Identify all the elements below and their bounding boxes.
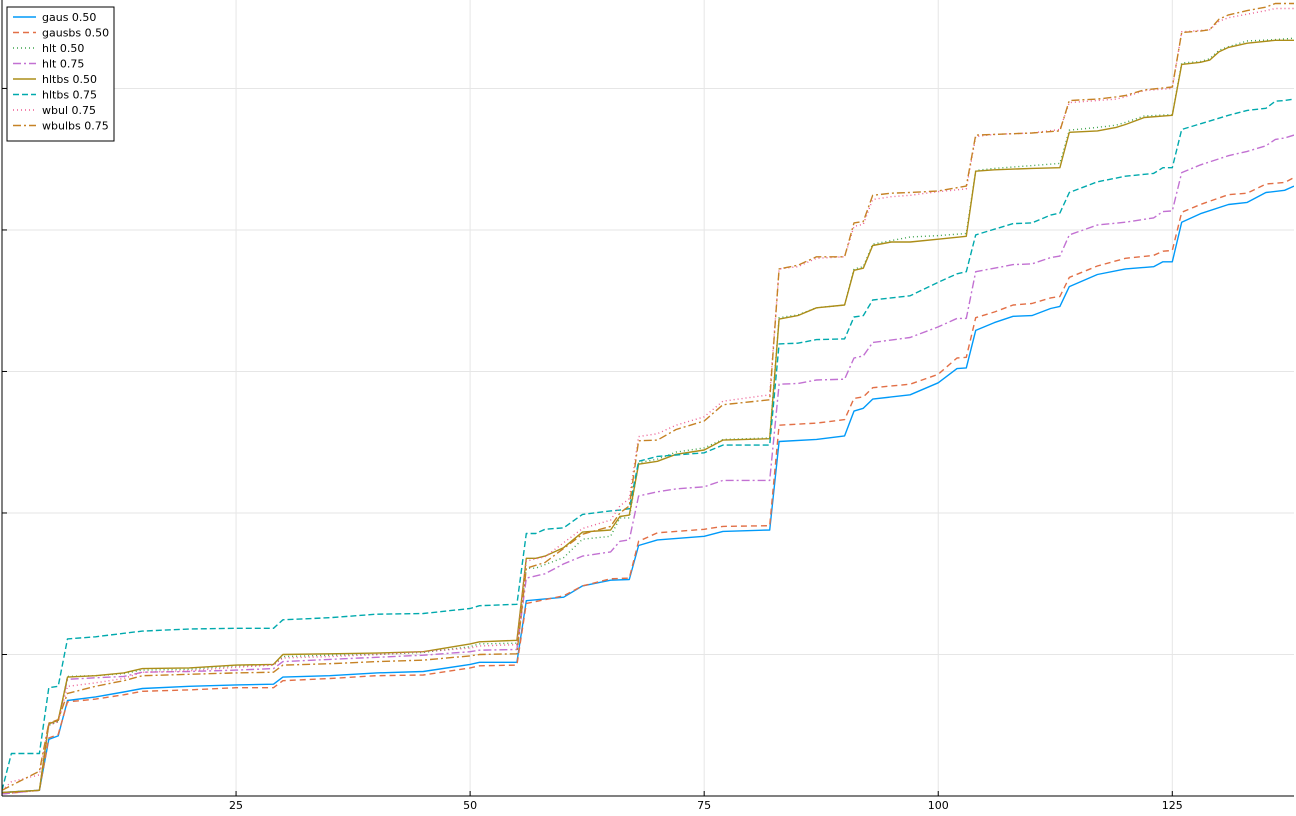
legend-label: hlt 0.50 bbox=[42, 42, 84, 55]
series-line-hlt-0-75 bbox=[2, 134, 1294, 795]
legend-label: wbulbs 0.75 bbox=[42, 120, 109, 133]
legend-box bbox=[6, 6, 115, 142]
legend-label: hltbs 0.75 bbox=[42, 89, 97, 102]
x-tick-label: 125 bbox=[1162, 799, 1183, 811]
plot-series bbox=[2, 2, 1294, 795]
x-tick-label: 75 bbox=[697, 799, 711, 811]
series-line-hltbs-0-75 bbox=[2, 98, 1294, 791]
legend-label: hltbs 0.50 bbox=[42, 73, 97, 86]
x-tick-label: 25 bbox=[229, 799, 243, 811]
series-line-wbulbs-0-75 bbox=[2, 2, 1294, 791]
x-tick-label: 100 bbox=[928, 799, 949, 811]
legend: gaus 0.50 gausbs 0.50 hlt 0.50 hlt 0.75 hltb… bbox=[6, 6, 115, 142]
series-line-gausbs-0-50 bbox=[2, 176, 1294, 795]
legend-label: gausbs 0.50 bbox=[42, 27, 109, 40]
axis-ticks: 25 50 75 100 125 bbox=[2, 87, 1183, 812]
series-line-wbul-0-75 bbox=[2, 7, 1294, 791]
series-line-hltbs-0-50 bbox=[2, 39, 1294, 794]
series-line-hlt-0-50 bbox=[2, 37, 1294, 794]
legend-label: gaus 0.50 bbox=[42, 11, 96, 24]
axes bbox=[1, 0, 1294, 797]
legend-label: wbul 0.75 bbox=[42, 104, 96, 117]
grid-lines bbox=[2, 0, 1294, 796]
x-tick-label: 50 bbox=[463, 799, 477, 811]
legend-label: hlt 0.75 bbox=[42, 58, 84, 71]
series-line-gaus-0-50 bbox=[2, 185, 1294, 794]
